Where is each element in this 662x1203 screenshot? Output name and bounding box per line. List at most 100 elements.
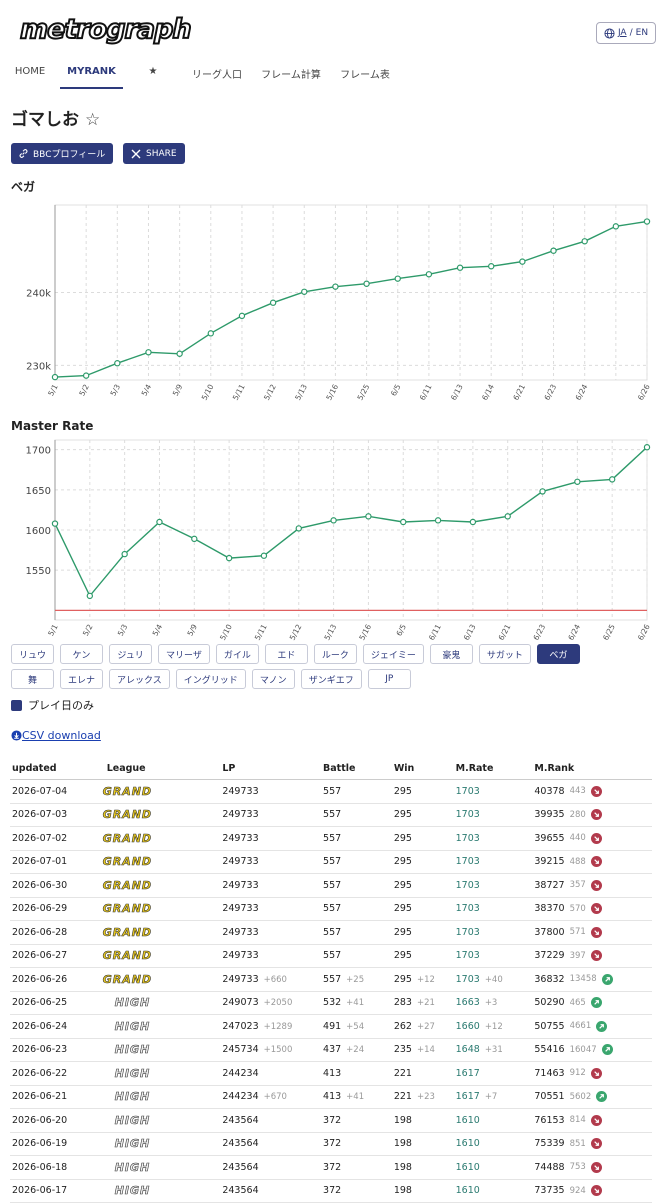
lp-delta: +670 (264, 1092, 287, 1102)
trend-icon (596, 1091, 607, 1102)
character-button[interactable]: ケン (60, 644, 103, 664)
rank-delta: 924 (570, 1186, 586, 1196)
league-cell: GRAND (107, 949, 223, 962)
updated: 2026-06-22 (10, 1068, 107, 1079)
column-header[interactable]: Battle (323, 763, 394, 774)
lp: 243564 (222, 1162, 258, 1173)
x-tick-label: 6/5 (394, 623, 408, 638)
battle-cell: 413+41 (323, 1091, 394, 1102)
column-header[interactable]: LP (222, 763, 323, 774)
trend-icon (591, 950, 602, 961)
lp-cell: 249733 (222, 809, 323, 820)
character-button[interactable]: サガット (479, 644, 531, 664)
lp-cell: 244234 (222, 1068, 323, 1079)
nav-item[interactable]: ★ (123, 62, 183, 89)
rank: 73735 (534, 1185, 564, 1196)
battle: 557 (323, 950, 341, 961)
favorite[interactable]: ☆ (85, 110, 100, 130)
nav-item[interactable]: HOME (0, 62, 60, 89)
updated: 2026-07-03 (10, 809, 107, 820)
rate: 1703 (456, 786, 480, 797)
point (489, 264, 494, 269)
point (644, 445, 649, 450)
point (610, 477, 615, 482)
win-delta: +23 (417, 1092, 435, 1102)
league-cell: GRAND (107, 832, 223, 845)
updated: 2026-07-01 (10, 856, 107, 867)
character-button[interactable]: エド (265, 644, 308, 664)
nav-item[interactable]: MYRANK (60, 62, 123, 89)
character-button[interactable]: ルーク (314, 644, 357, 664)
win-cell: 283+21 (394, 997, 456, 1008)
rank-delta: 397 (570, 951, 586, 961)
lp-delta: +660 (264, 975, 287, 985)
rank: 71463 (534, 1068, 564, 1079)
league-cell: HIGH (107, 1090, 223, 1103)
character-button[interactable]: ザンギエフ (301, 669, 362, 689)
column-header[interactable]: League (107, 763, 223, 774)
nav-item[interactable]: フレーム計算 (251, 62, 331, 89)
league-logo: GRAND (103, 926, 152, 939)
character-button[interactable]: 舞 (11, 669, 54, 689)
lp-cell: 249733 (222, 856, 323, 867)
character-button[interactable]: リュウ (11, 644, 54, 664)
win-delta: +21 (417, 998, 435, 1008)
character-button[interactable]: エレナ (60, 669, 103, 689)
language-switch[interactable]: JA / EN (596, 22, 656, 44)
lang-other[interactable]: EN (636, 28, 648, 38)
nav-item[interactable]: フレーム表 (331, 62, 399, 89)
column-header[interactable]: M.Rate (456, 763, 535, 774)
character-button[interactable]: マリーザ (158, 644, 210, 664)
character-button[interactable]: ベガ (537, 644, 580, 664)
x-tick-label: 6/13 (462, 623, 478, 642)
character-button[interactable]: マノン (252, 669, 295, 689)
character-button[interactable]: ガイル (216, 644, 259, 664)
updated: 2026-06-29 (10, 903, 107, 914)
character-button[interactable]: ジェイミー (363, 644, 424, 664)
column-header[interactable]: M.Rank (534, 763, 652, 774)
win-delta: +14 (417, 1045, 435, 1055)
character-button[interactable]: アレックス (109, 669, 170, 689)
nav-item[interactable]: リーグ人口 (183, 62, 251, 89)
point (52, 374, 57, 379)
column-header[interactable]: Win (394, 763, 456, 774)
y-tick-label: 230k (26, 361, 51, 372)
share-button[interactable]: SHARE (123, 143, 185, 164)
win: 295 (394, 856, 412, 867)
lang-current[interactable]: JA (618, 28, 627, 38)
character-button[interactable]: イングリッド (176, 669, 246, 689)
character-button[interactable]: 豪鬼 (430, 644, 473, 664)
character-button[interactable]: ジュリ (109, 644, 152, 664)
filter[interactable]: プレイ日のみ (11, 697, 94, 713)
point (426, 272, 431, 277)
updated: 2026-06-24 (10, 1021, 107, 1032)
lp: 249733 (222, 856, 258, 867)
win-cell: 295 (394, 786, 456, 797)
point (505, 514, 510, 519)
rank: 50755 (534, 1021, 564, 1032)
csv-link[interactable]: CSV download (11, 729, 101, 742)
column-header[interactable]: updated (10, 763, 107, 774)
trend-icon (602, 974, 613, 985)
logo[interactable]: metrograph (20, 14, 191, 45)
battle: 413 (323, 1091, 341, 1102)
csv-label[interactable]: CSV download (22, 729, 101, 742)
character-button[interactable]: JP (368, 669, 411, 689)
rate: 1703 (456, 950, 480, 961)
checkbox[interactable] (11, 700, 22, 711)
rate-cell: 1703+40 (456, 974, 535, 985)
lp: 244234 (222, 1068, 258, 1079)
bbc-button[interactable]: BBCプロフィール (11, 143, 113, 164)
point (302, 289, 307, 294)
